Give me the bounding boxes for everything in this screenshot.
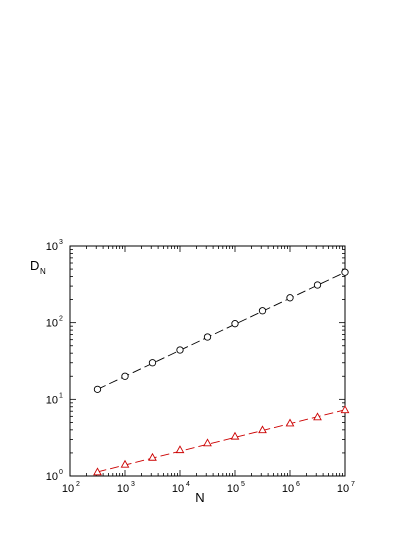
data-point-triangle <box>340 405 350 414</box>
data-point-triangle <box>203 438 212 447</box>
y-tick-label: 10 2 <box>46 316 63 330</box>
series-2 <box>93 405 350 476</box>
data-point-circle <box>176 346 184 354</box>
data-point-triangle <box>93 467 102 476</box>
data-point-triangle <box>148 452 157 461</box>
x-tick-label-base: 10 <box>282 483 294 495</box>
x-tick-label-exponent: 7 <box>351 481 355 488</box>
x-tick-label-exponent: 4 <box>186 481 190 488</box>
y-tick-label: 10 3 <box>46 239 63 253</box>
series-1 <box>93 268 349 393</box>
data-point-circle <box>148 359 157 367</box>
y-tick-label-base: 10 <box>46 318 58 330</box>
data-point-triangle <box>258 425 267 434</box>
data-point-triangle <box>120 459 130 468</box>
x-tick-label-exponent: 6 <box>296 481 300 488</box>
x-tick-label-base: 10 <box>117 483 129 495</box>
x-tick-labels: 10 2 10 3 10 4 10 5 10 6 10 7 <box>62 481 355 495</box>
x-tick-label-exponent: 2 <box>76 481 80 488</box>
y-tick-label: 10 0 <box>46 469 63 483</box>
y-tick-label: 10 1 <box>46 392 63 406</box>
y-tick-label-exponent: 2 <box>59 316 63 323</box>
x-tick-label: 10 5 <box>227 481 245 495</box>
y-tick-label-base: 10 <box>46 471 58 483</box>
y-tick-label-base: 10 <box>46 394 58 406</box>
x-tick-label-exponent: 3 <box>131 481 135 488</box>
fit-line <box>97 409 346 473</box>
data-point-circle <box>203 333 212 341</box>
y-tick-label-exponent: 3 <box>59 239 63 246</box>
data-point-circle <box>93 385 102 393</box>
data-point-circle <box>121 372 129 380</box>
y-tick-label-base: 10 <box>46 241 58 253</box>
data-point-triangle <box>175 445 185 454</box>
y-tick-label-exponent: 1 <box>59 392 63 399</box>
data-point-circle <box>313 281 322 289</box>
x-tick-label: 10 7 <box>337 481 355 495</box>
x-tick-label-base: 10 <box>172 483 184 495</box>
x-tick-label-base: 10 <box>227 483 239 495</box>
x-tick-label: 10 6 <box>282 481 300 495</box>
data-point-circle <box>231 320 239 328</box>
data-point-triangle <box>285 418 295 427</box>
y-axis-label-main: D <box>30 258 39 273</box>
x-tick-label-base: 10 <box>337 483 349 495</box>
data-point-circle <box>286 294 294 302</box>
fit-line <box>97 271 346 390</box>
data-point-triangle <box>313 412 322 421</box>
x-tick-label-base: 10 <box>62 483 74 495</box>
data-point-triangle <box>230 431 240 440</box>
x-tick-label-exponent: 5 <box>241 481 245 488</box>
data-point-circle <box>258 307 267 315</box>
y-axis-label: D N <box>30 258 46 276</box>
y-axis-label-subscript: N <box>40 267 46 276</box>
x-tick-label: 10 2 <box>62 481 80 495</box>
data-point-circle <box>341 268 349 276</box>
x-axis-label: N <box>195 490 204 505</box>
y-tick-label-exponent: 0 <box>59 469 63 476</box>
data-series <box>93 268 350 476</box>
axis-ticks <box>69 245 346 477</box>
plot-frame <box>69 245 346 477</box>
x-tick-label: 10 3 <box>117 481 135 495</box>
x-tick-label: 10 4 <box>172 481 190 495</box>
